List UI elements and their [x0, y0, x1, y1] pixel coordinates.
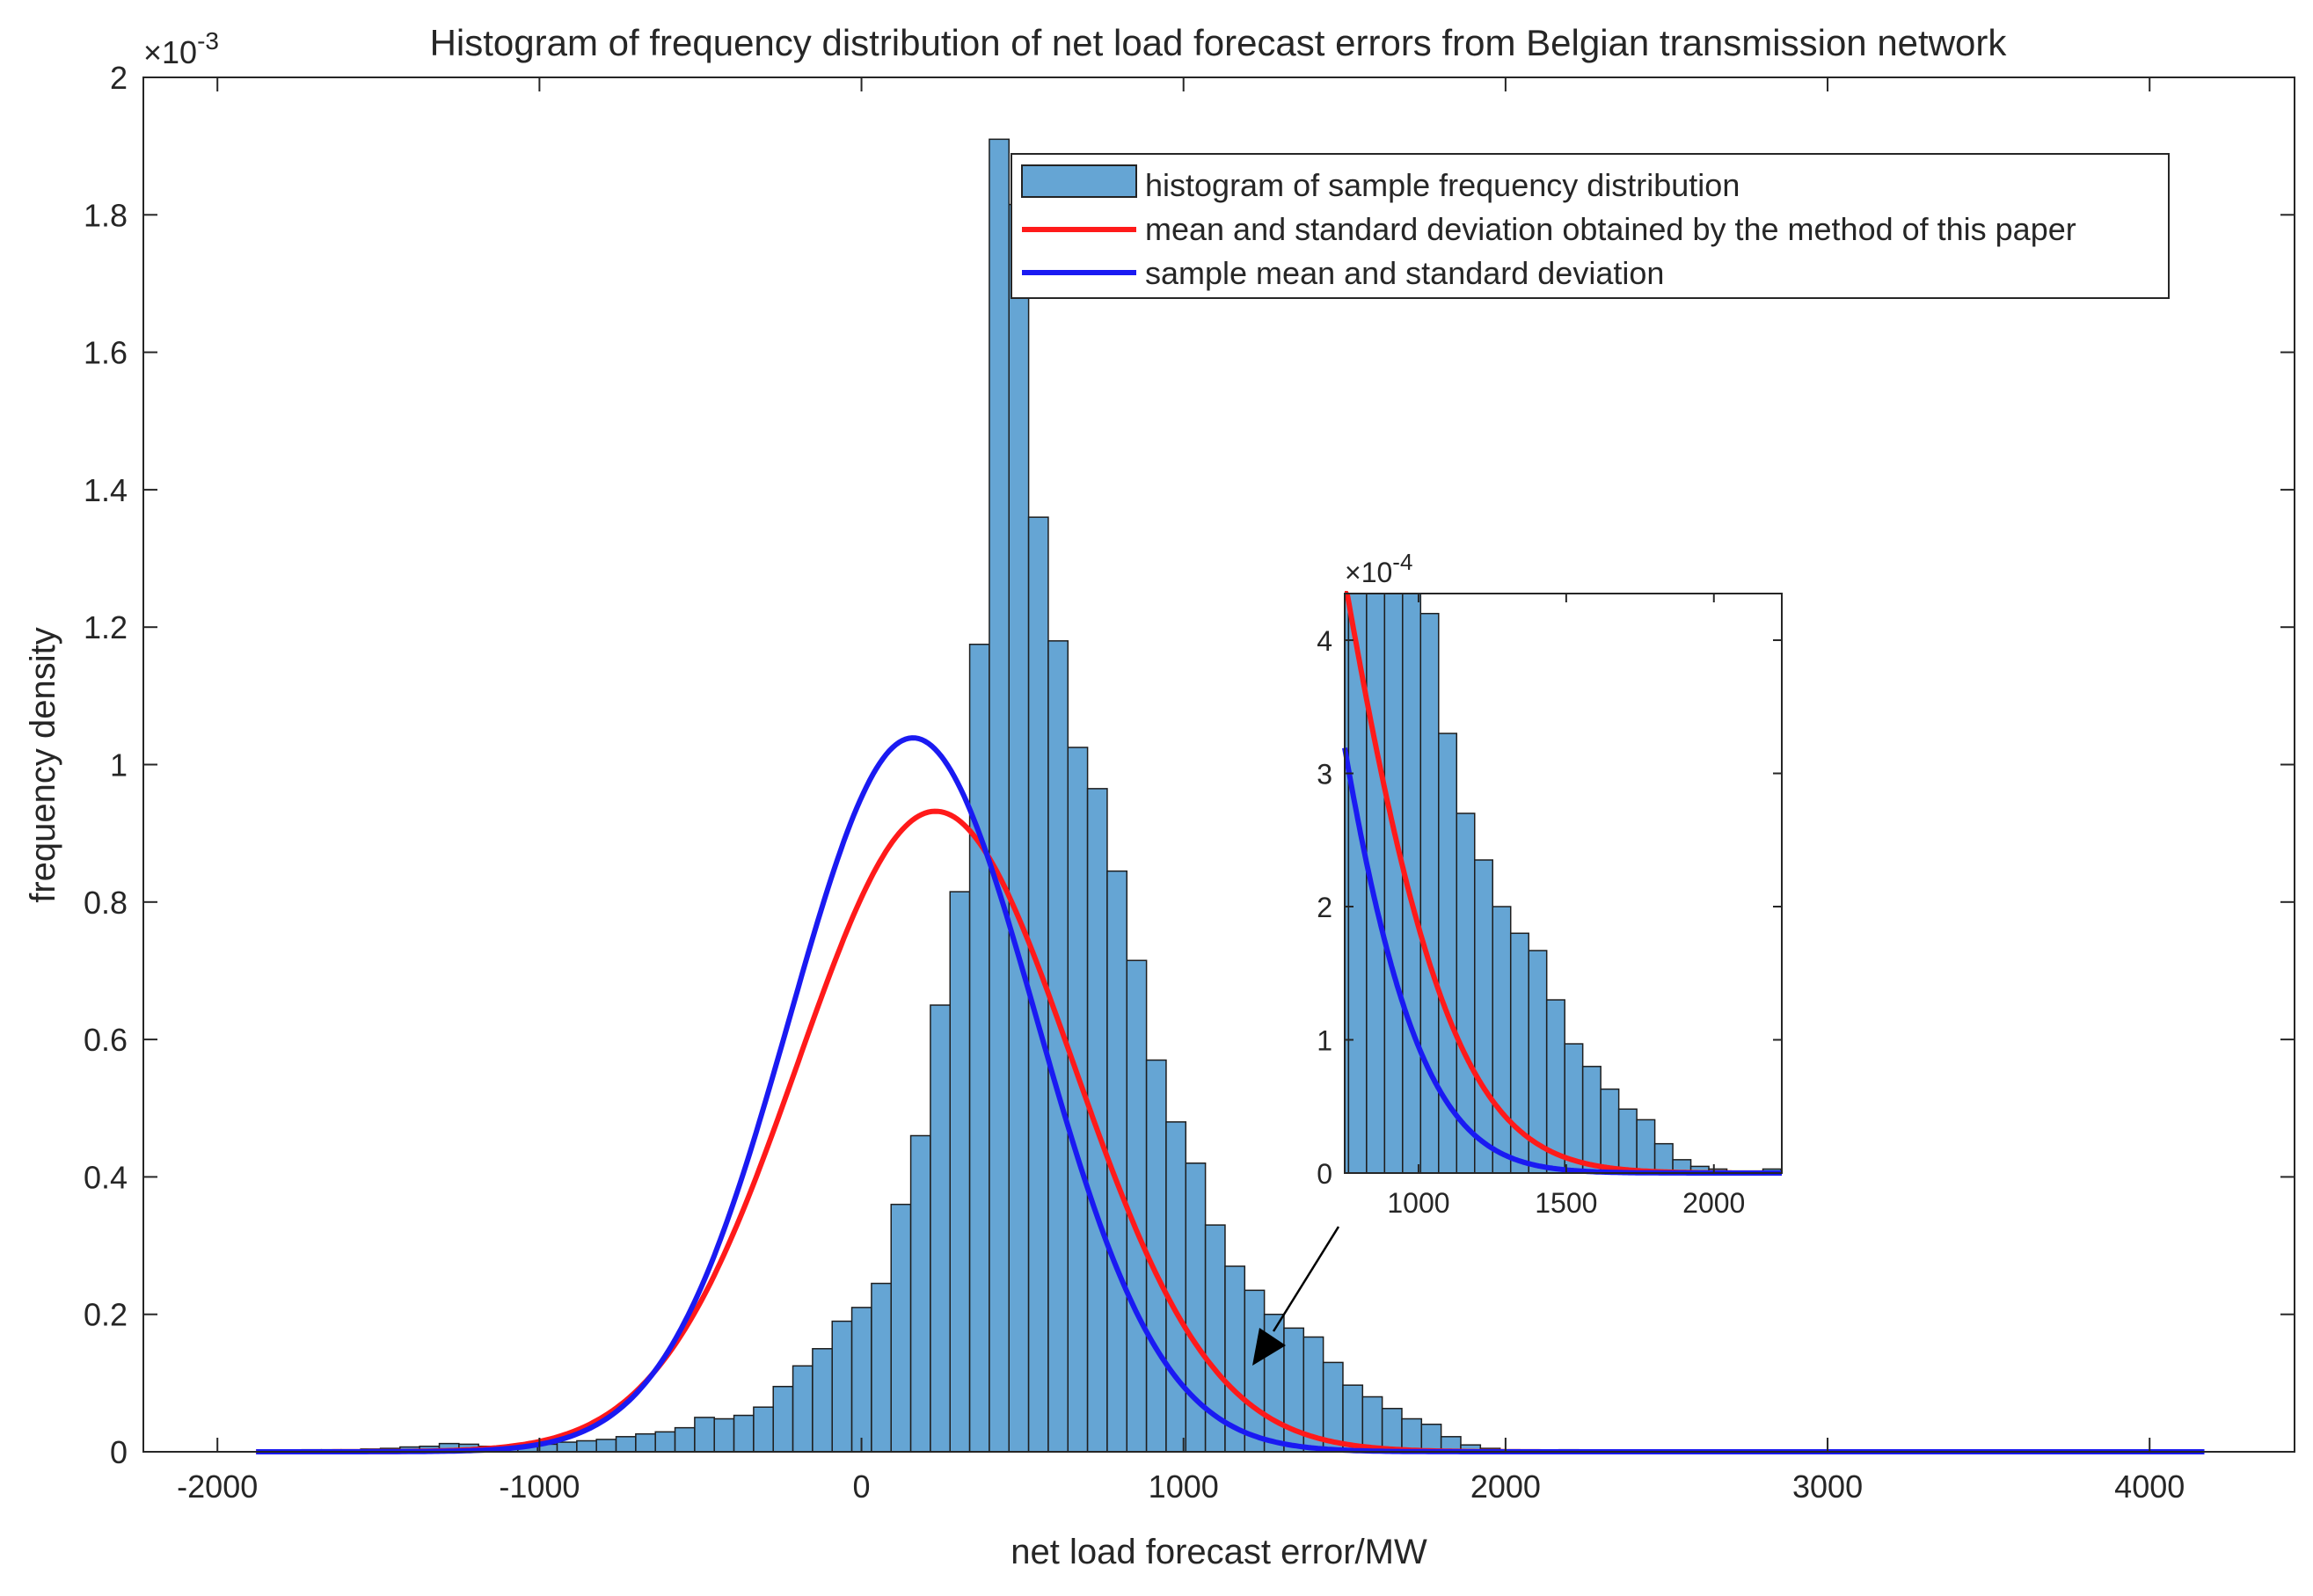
- inset-y-tick-label: 0: [1317, 1158, 1332, 1190]
- y-tick-label: 1.6: [84, 335, 128, 371]
- inset-histogram-bar: [1564, 1043, 1584, 1174]
- histogram-bar: [812, 1348, 833, 1453]
- y-tick-label: 1.4: [84, 472, 128, 508]
- inset-histogram-bar: [1636, 1119, 1656, 1174]
- legend-label-histogram: histogram of sample frequency distributi…: [1145, 167, 1740, 203]
- histogram-bar: [930, 1004, 952, 1453]
- inset-histogram-bar: [1492, 906, 1512, 1174]
- zoom-arrow: [1252, 1226, 1340, 1366]
- x-tick-label: 1000: [1149, 1468, 1219, 1505]
- histogram-bar: [595, 1439, 617, 1453]
- inset-axis-ticks: 1000 1500 2000 0 1 2 3 4: [1317, 594, 1782, 1219]
- histogram-bar: [1126, 959, 1148, 1453]
- inset-x-tick-label: 1500: [1535, 1187, 1597, 1219]
- histogram-bar: [694, 1417, 715, 1453]
- y-exponent-power: -3: [197, 27, 219, 55]
- zoom-arrow-head: [1252, 1328, 1286, 1366]
- inset-y-exponent: ×10-4: [1345, 549, 1412, 588]
- x-tick-label: 4000: [2114, 1468, 2185, 1505]
- histogram-bar: [949, 891, 971, 1453]
- y-tick-label: 0.4: [84, 1159, 128, 1195]
- y-tick-label: 1: [110, 747, 128, 783]
- histogram-bar: [1165, 1121, 1187, 1453]
- inset-y-tick-label: 2: [1317, 892, 1332, 923]
- inset-y-exponent-power: -4: [1392, 549, 1412, 575]
- y-exponent-base: ×10: [143, 34, 197, 70]
- x-tick-label: -1000: [499, 1468, 580, 1505]
- chart-title: Histogram of frequency distribution of n…: [430, 22, 2008, 63]
- y-tick-label: 0.8: [84, 885, 128, 921]
- x-tick-label: -2000: [177, 1468, 258, 1505]
- histogram-bar: [635, 1432, 656, 1453]
- legend: histogram of sample frequency distributi…: [1011, 153, 2170, 299]
- histogram-bar: [1401, 1417, 1423, 1453]
- inset-histogram-bar: [1581, 1066, 1602, 1174]
- histogram-bar: [1244, 1289, 1266, 1453]
- histogram-bar: [850, 1307, 872, 1453]
- x-tick-label: 0: [853, 1468, 871, 1505]
- inset-histogram-bar: [1383, 593, 1404, 1174]
- histogram-bar: [713, 1417, 735, 1453]
- histogram-bar: [576, 1439, 597, 1453]
- histogram-bar: [753, 1406, 774, 1453]
- inset-y-tick-label: 3: [1317, 759, 1332, 791]
- histogram-bar: [1381, 1408, 1403, 1453]
- x-tick-label: 2000: [1470, 1468, 1541, 1505]
- x-axis-label: net load forecast error/MW: [1011, 1533, 1427, 1571]
- histogram-bar: [871, 1282, 892, 1453]
- histogram-bar: [772, 1386, 794, 1453]
- histogram-bar: [1008, 203, 1030, 1453]
- zoom-arrow-line: [1272, 1226, 1340, 1332]
- histogram-bar: [674, 1426, 696, 1453]
- y-axis-label: frequency density: [24, 627, 62, 903]
- inset-histogram-bar: [1653, 1142, 1674, 1174]
- y-tick-label: 1.2: [84, 609, 128, 645]
- histogram-bar: [733, 1414, 755, 1453]
- histogram-bar: [654, 1431, 676, 1453]
- histogram-bar: [989, 138, 1011, 1453]
- inset-histogram-bar: [1419, 612, 1440, 1174]
- y-tick-label: 1.8: [84, 197, 128, 233]
- y-tick-label: 2: [110, 60, 128, 96]
- legend-label-sample: sample mean and standard deviation: [1145, 255, 1664, 291]
- inset-axes-box: [1344, 593, 1783, 1174]
- inset-y-tick-label: 1: [1317, 1025, 1332, 1057]
- histogram-bar: [890, 1203, 912, 1453]
- inset-histogram-bar: [1617, 1108, 1638, 1174]
- inset-x-tick-label: 2000: [1682, 1187, 1745, 1219]
- legend-swatch-histogram: [1021, 164, 1137, 198]
- inset-y-tick-label: 4: [1317, 625, 1332, 657]
- inset-x-tick-label: 1000: [1387, 1187, 1449, 1219]
- legend-box: [1011, 153, 2170, 299]
- main-axis-ticks: -2000 -1000 0 1000 2000 3000 4000 0 0.2 0.4 0.6 0.8…: [84, 60, 2295, 1505]
- y-tick-label: 0: [110, 1434, 128, 1470]
- inset-histogram-bar: [1600, 1088, 1620, 1174]
- histogram-bar: [1361, 1396, 1383, 1453]
- svg-text:×10-3: ×10-3: [143, 27, 219, 70]
- histogram-bar: [831, 1320, 853, 1453]
- histogram-bar: [792, 1365, 814, 1453]
- histogram-bar: [968, 643, 990, 1453]
- histogram-bar: [909, 1134, 931, 1453]
- y-exponent: ×10-3: [143, 27, 219, 70]
- y-tick-label: 0.6: [84, 1022, 128, 1058]
- inset-histogram-bar: [1545, 999, 1565, 1174]
- inset-chart: 1000 1500 2000 0 1 2 3 4 ×10-4: [1317, 549, 1783, 1219]
- inset-y-exponent-base: ×10: [1345, 557, 1392, 588]
- x-tick-label: 3000: [1792, 1468, 1863, 1505]
- inset-histogram-bar: [1474, 859, 1493, 1174]
- y-tick-label: 0.2: [84, 1297, 128, 1333]
- histogram-bar: [556, 1441, 578, 1453]
- histogram-bar: [1420, 1423, 1442, 1453]
- histogram-bar: [615, 1436, 637, 1453]
- legend-label-method: mean and standard deviation obtained by …: [1145, 211, 2076, 247]
- histogram-bar: [1086, 788, 1108, 1453]
